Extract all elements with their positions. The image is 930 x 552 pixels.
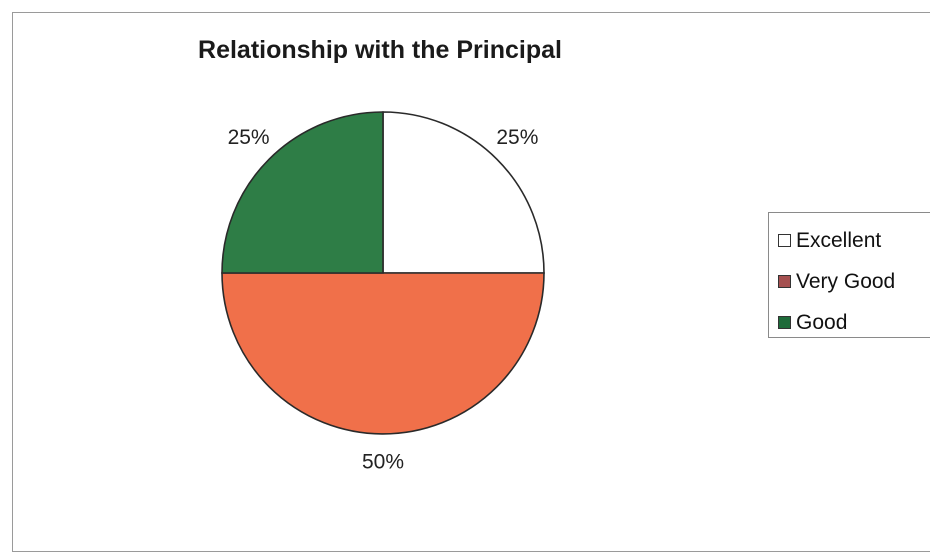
pie-chart: 25% 50% 25% — [221, 111, 545, 474]
legend-swatch-good — [778, 316, 791, 329]
legend-swatch-very-good — [778, 275, 791, 288]
pie-slice-very-good — [221, 272, 545, 435]
pie-label-good: 25% — [228, 126, 270, 149]
pie-label-very-good: 50% — [362, 451, 404, 474]
pie-slice-good — [221, 111, 384, 274]
legend: Excellent Very Good Good — [768, 212, 930, 338]
legend-label-very-good: Very Good — [796, 269, 896, 293]
pie-slices — [221, 111, 545, 435]
legend-item-excellent: Excellent — [769, 220, 930, 261]
legend-item-good: Good — [769, 302, 930, 343]
pie-label-excellent: 25% — [496, 126, 538, 149]
legend-item-very-good: Very Good — [769, 261, 930, 302]
pie-labels: 25% 50% 25% — [228, 126, 539, 473]
pie-slice-excellent — [382, 111, 545, 274]
chart-title: Relationship with the Principal — [198, 36, 562, 64]
legend-label-good: Good — [796, 310, 848, 334]
legend-label-excellent: Excellent — [796, 228, 882, 252]
legend-swatch-excellent — [778, 234, 791, 247]
